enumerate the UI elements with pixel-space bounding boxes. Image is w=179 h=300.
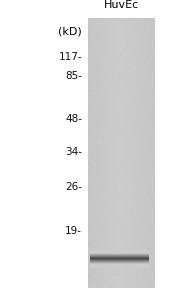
Text: (kD): (kD) <box>58 27 82 37</box>
Text: 26-: 26- <box>65 182 82 192</box>
Text: 19-: 19- <box>65 226 82 236</box>
Text: 85-: 85- <box>65 71 82 81</box>
Text: 34-: 34- <box>65 147 82 157</box>
Text: HuvEc: HuvEc <box>104 0 139 10</box>
Text: 48-: 48- <box>65 114 82 124</box>
Text: 117-: 117- <box>58 52 82 62</box>
